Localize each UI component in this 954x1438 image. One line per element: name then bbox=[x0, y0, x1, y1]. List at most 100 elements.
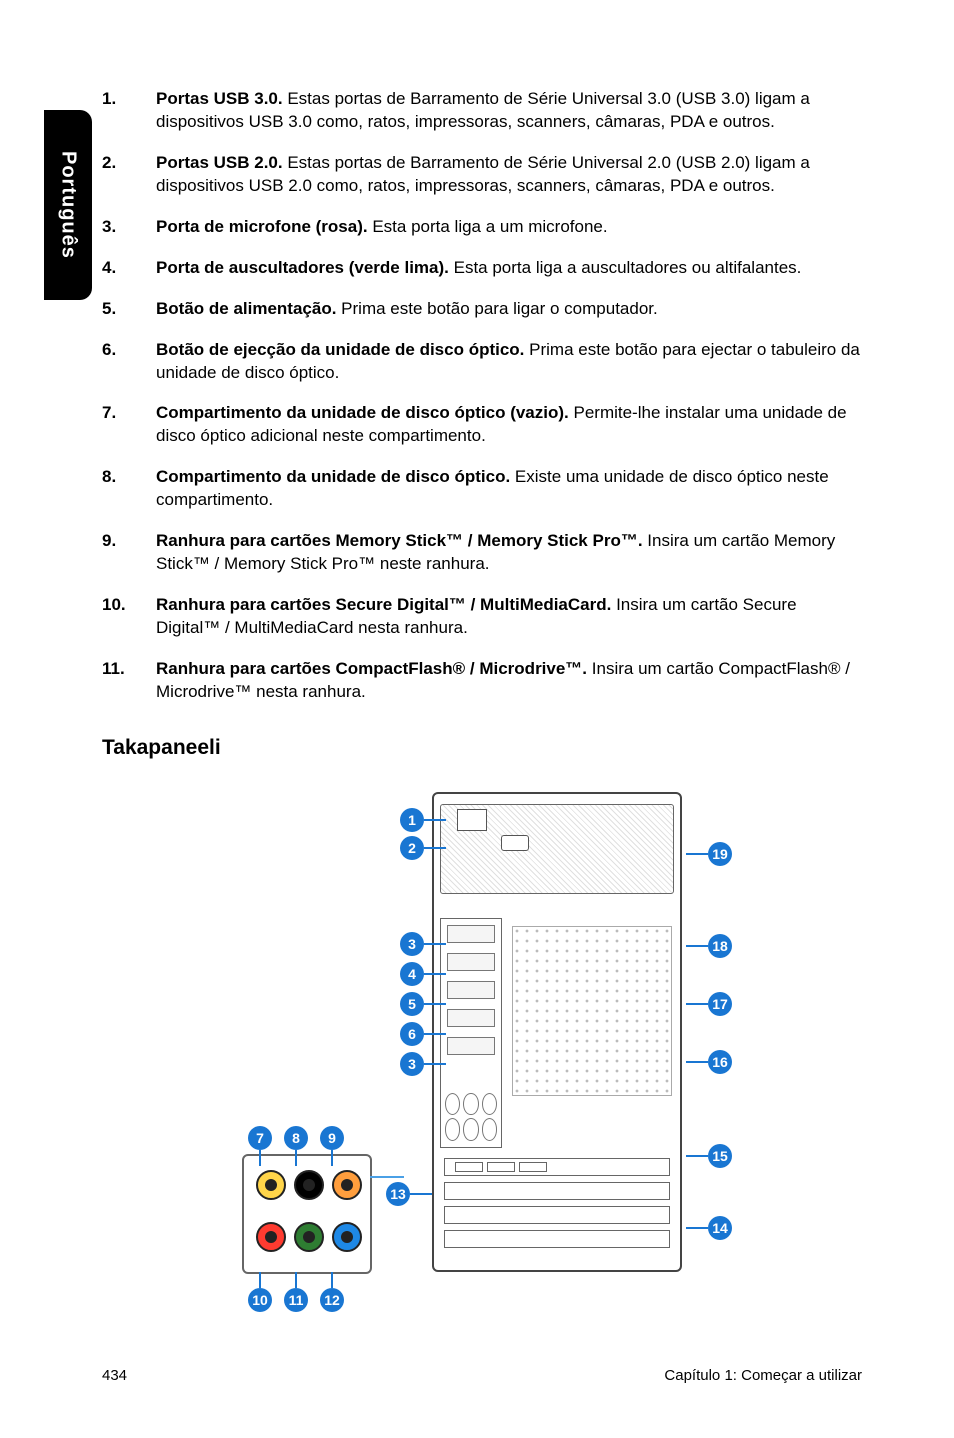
list-item-bold: Porta de microfone (rosa). bbox=[156, 217, 368, 236]
list-item-bold: Compartimento da unidade de disco óptico… bbox=[156, 467, 510, 486]
jack-9 bbox=[332, 1170, 362, 1200]
callout-10: 10 bbox=[248, 1288, 272, 1312]
jack-icon bbox=[445, 1093, 460, 1116]
list-item-number: 7. bbox=[102, 402, 156, 448]
callout-7: 7 bbox=[248, 1126, 272, 1150]
callout-lead bbox=[295, 1150, 297, 1166]
numbered-list: 1.Portas USB 3.0. Estas portas de Barram… bbox=[102, 88, 862, 704]
list-item-number: 2. bbox=[102, 152, 156, 198]
list-item-number: 10. bbox=[102, 594, 156, 640]
jack-icon bbox=[445, 1118, 460, 1141]
list-item: 3.Porta de microfone (rosa). Esta porta … bbox=[102, 216, 862, 239]
list-item: 10.Ranhura para cartões Secure Digital™ … bbox=[102, 594, 862, 640]
callout-lead bbox=[410, 1193, 432, 1195]
jack-10 bbox=[256, 1222, 286, 1252]
jack-icon bbox=[482, 1093, 497, 1116]
list-item-body: Ranhura para cartões Secure Digital™ / M… bbox=[156, 594, 862, 640]
callout-2: 2 bbox=[400, 836, 424, 860]
language-tab-text: Português bbox=[57, 151, 80, 259]
callout-lead bbox=[686, 1155, 708, 1157]
io-port-row bbox=[447, 1037, 495, 1055]
callout-3: 3 bbox=[400, 1052, 424, 1076]
chapter-label: Capítulo 1: Começar a utilizar bbox=[664, 1367, 862, 1384]
callout-9: 9 bbox=[320, 1126, 344, 1150]
list-item: 1.Portas USB 3.0. Estas portas de Barram… bbox=[102, 88, 862, 134]
list-item-number: 4. bbox=[102, 257, 156, 280]
list-item-bold: Ranhura para cartões Memory Stick™ / Mem… bbox=[156, 531, 643, 550]
list-item-body: Porta de microfone (rosa). Esta porta li… bbox=[156, 216, 862, 239]
tower-outline bbox=[432, 792, 682, 1272]
jack-12 bbox=[332, 1222, 362, 1252]
page-footer: 434 Capítulo 1: Começar a utilizar bbox=[102, 1367, 862, 1384]
list-item-body: Compartimento da unidade de disco óptico… bbox=[156, 402, 862, 448]
callout-lead bbox=[259, 1150, 261, 1166]
jack-icon bbox=[463, 1093, 478, 1116]
callout-6: 6 bbox=[400, 1022, 424, 1046]
list-item: 6.Botão de ejecção da unidade de disco ó… bbox=[102, 339, 862, 385]
list-item-number: 11. bbox=[102, 658, 156, 704]
callout-lead bbox=[686, 1003, 708, 1005]
list-item-text: Esta porta liga a um microfone. bbox=[368, 217, 608, 236]
list-item: 11.Ranhura para cartões CompactFlash® / … bbox=[102, 658, 862, 704]
jack-icon bbox=[482, 1118, 497, 1141]
callout-3: 3 bbox=[400, 932, 424, 956]
list-item: 2.Portas USB 2.0. Estas portas de Barram… bbox=[102, 152, 862, 198]
power-switch-icon bbox=[501, 835, 529, 851]
callout-18: 18 bbox=[708, 934, 732, 958]
list-item-bold: Botão de alimentação. bbox=[156, 299, 336, 318]
callout-15: 15 bbox=[708, 1144, 732, 1168]
audio-panel-zoom bbox=[242, 1154, 372, 1274]
power-plug-icon bbox=[457, 809, 487, 831]
io-port-row bbox=[447, 953, 495, 971]
audio-jack-grid bbox=[445, 1093, 497, 1141]
callout-lead bbox=[331, 1150, 333, 1166]
list-item-number: 9. bbox=[102, 530, 156, 576]
callout-14: 14 bbox=[708, 1216, 732, 1240]
list-item-bold: Compartimento da unidade de disco óptico… bbox=[156, 403, 569, 422]
list-item-body: Compartimento da unidade de disco óptico… bbox=[156, 466, 862, 512]
list-item: 9.Ranhura para cartões Memory Stick™ / M… bbox=[102, 530, 862, 576]
list-item: 8.Compartimento da unidade de disco ópti… bbox=[102, 466, 862, 512]
main-content: 1.Portas USB 3.0. Estas portas de Barram… bbox=[102, 88, 862, 1344]
section-title: Takapaneeli bbox=[102, 736, 862, 760]
list-item-bold: Ranhura para cartões CompactFlash® / Mic… bbox=[156, 659, 587, 678]
io-port-row bbox=[447, 925, 495, 943]
io-plate bbox=[440, 918, 502, 1148]
callout-lead bbox=[424, 847, 446, 849]
psu-area bbox=[440, 804, 674, 894]
callout-11: 11 bbox=[284, 1288, 308, 1312]
list-item-bold: Portas USB 2.0. bbox=[156, 153, 283, 172]
callout-lead bbox=[424, 1063, 446, 1065]
diagram-container: 123456319181716151478910111213 bbox=[102, 784, 862, 1344]
list-item-bold: Porta de auscultadores (verde lima). bbox=[156, 258, 449, 277]
io-port-row bbox=[447, 1009, 495, 1027]
list-item-body: Ranhura para cartões Memory Stick™ / Mem… bbox=[156, 530, 862, 576]
callout-5: 5 bbox=[400, 992, 424, 1016]
callout-4: 4 bbox=[400, 962, 424, 986]
list-item-text: Prima este botão para ligar o computador… bbox=[336, 299, 657, 318]
list-item-bold: Ranhura para cartões Secure Digital™ / M… bbox=[156, 595, 611, 614]
expansion-slot bbox=[444, 1230, 670, 1248]
list-item-bold: Botão de ejecção da unidade de disco ópt… bbox=[156, 340, 524, 359]
jack-8 bbox=[294, 1170, 324, 1200]
callout-lead bbox=[686, 945, 708, 947]
callout-8: 8 bbox=[284, 1126, 308, 1150]
slot-ports bbox=[455, 1162, 575, 1172]
expansion-slot bbox=[444, 1158, 670, 1176]
list-item-body: Ranhura para cartões CompactFlash® / Mic… bbox=[156, 658, 862, 704]
callout-lead bbox=[424, 943, 446, 945]
expansion-slot bbox=[444, 1206, 670, 1224]
callout-1: 1 bbox=[400, 808, 424, 832]
callout-lead bbox=[259, 1272, 261, 1288]
callout-lead bbox=[295, 1272, 297, 1288]
rear-panel-diagram: 123456319181716151478910111213 bbox=[172, 784, 792, 1344]
callout-19: 19 bbox=[708, 842, 732, 866]
expansion-slot bbox=[444, 1182, 670, 1200]
callout-lead bbox=[686, 1227, 708, 1229]
callout-16: 16 bbox=[708, 1050, 732, 1074]
callout-17: 17 bbox=[708, 992, 732, 1016]
callout-lead bbox=[331, 1272, 333, 1288]
language-tab: Português bbox=[44, 110, 92, 300]
list-item-number: 3. bbox=[102, 216, 156, 239]
callout-lead bbox=[424, 819, 446, 821]
